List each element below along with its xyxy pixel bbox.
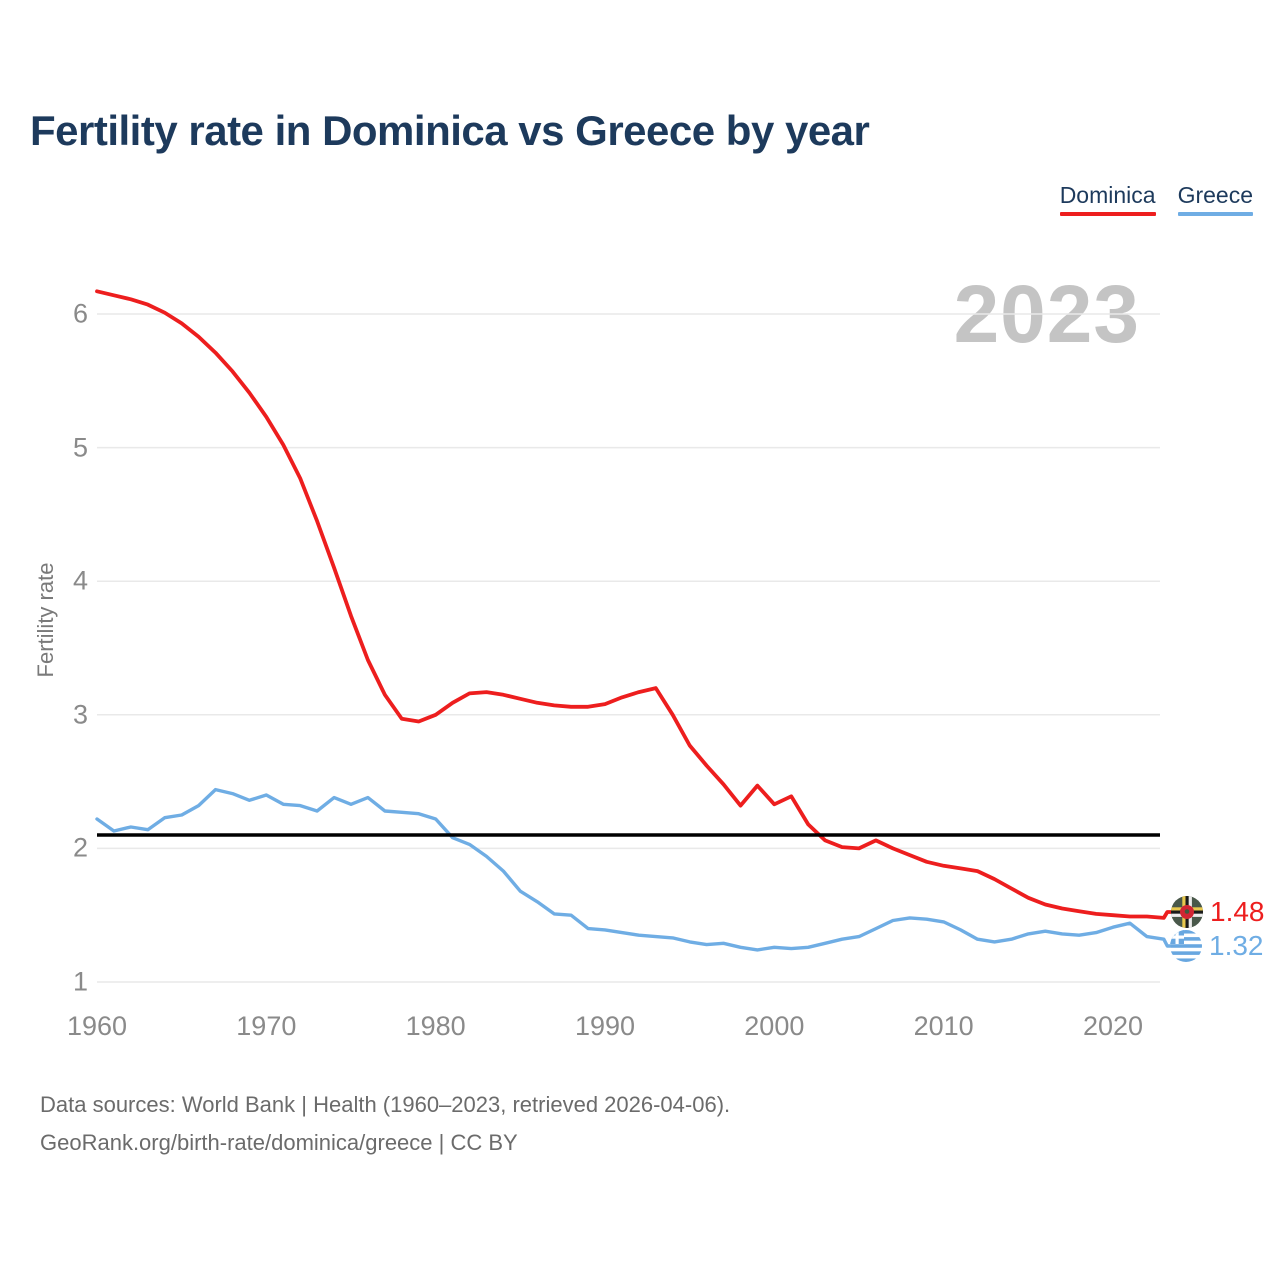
legend-label-greece: Greece	[1177, 182, 1253, 208]
x-tick-label-1970: 1970	[236, 1011, 297, 1041]
legend-item-dominica[interactable]: Dominica	[1059, 182, 1156, 217]
y-tick-label-5: 5	[72, 432, 88, 463]
x-tick-label-2010: 2010	[913, 1011, 974, 1041]
footer-sources: Data sources: World Bank | Health (1960–…	[40, 1092, 731, 1117]
y-tick-label-2: 2	[72, 832, 88, 863]
legend-label-dominica: Dominica	[1059, 182, 1156, 208]
page-title: Fertility rate in Dominica vs Greece by …	[30, 107, 870, 154]
x-tick-label-2020: 2020	[1082, 1011, 1144, 1041]
footer: Data sources: World Bank | Health (1960–…	[40, 1086, 730, 1162]
dominica-line	[95, 289, 1174, 920]
legend-underline-dominica	[1059, 212, 1156, 217]
dominica-flag-icon	[1171, 896, 1203, 928]
greece-end-label: 1.32	[1170, 930, 1264, 962]
dominica-end-value: 1.48	[1210, 896, 1265, 927]
y-tick-label-3: 3	[72, 699, 88, 730]
footer-attribution: GeoRank.org/birth-rate/dominica/greece |…	[40, 1130, 518, 1155]
x-tick-label-2000: 2000	[744, 1011, 805, 1041]
y-tick-label-4: 4	[72, 565, 88, 596]
y-tick-label-1: 1	[72, 966, 88, 997]
legend: Dominica Greece	[1059, 182, 1253, 217]
greece-end-value: 1.32	[1209, 930, 1264, 961]
x-tick-label-1960: 1960	[66, 1011, 128, 1041]
x-tick-label-1980: 1980	[405, 1011, 466, 1041]
dominica-end-label: 1.48	[1171, 896, 1265, 928]
legend-item-greece[interactable]: Greece	[1177, 182, 1253, 217]
legend-underline-greece	[1177, 212, 1253, 217]
y-tick-label-6: 6	[72, 298, 88, 329]
greece-flag-icon	[1170, 930, 1202, 962]
x-tick-label-1990: 1990	[574, 1011, 636, 1041]
greece-line	[95, 787, 1174, 952]
